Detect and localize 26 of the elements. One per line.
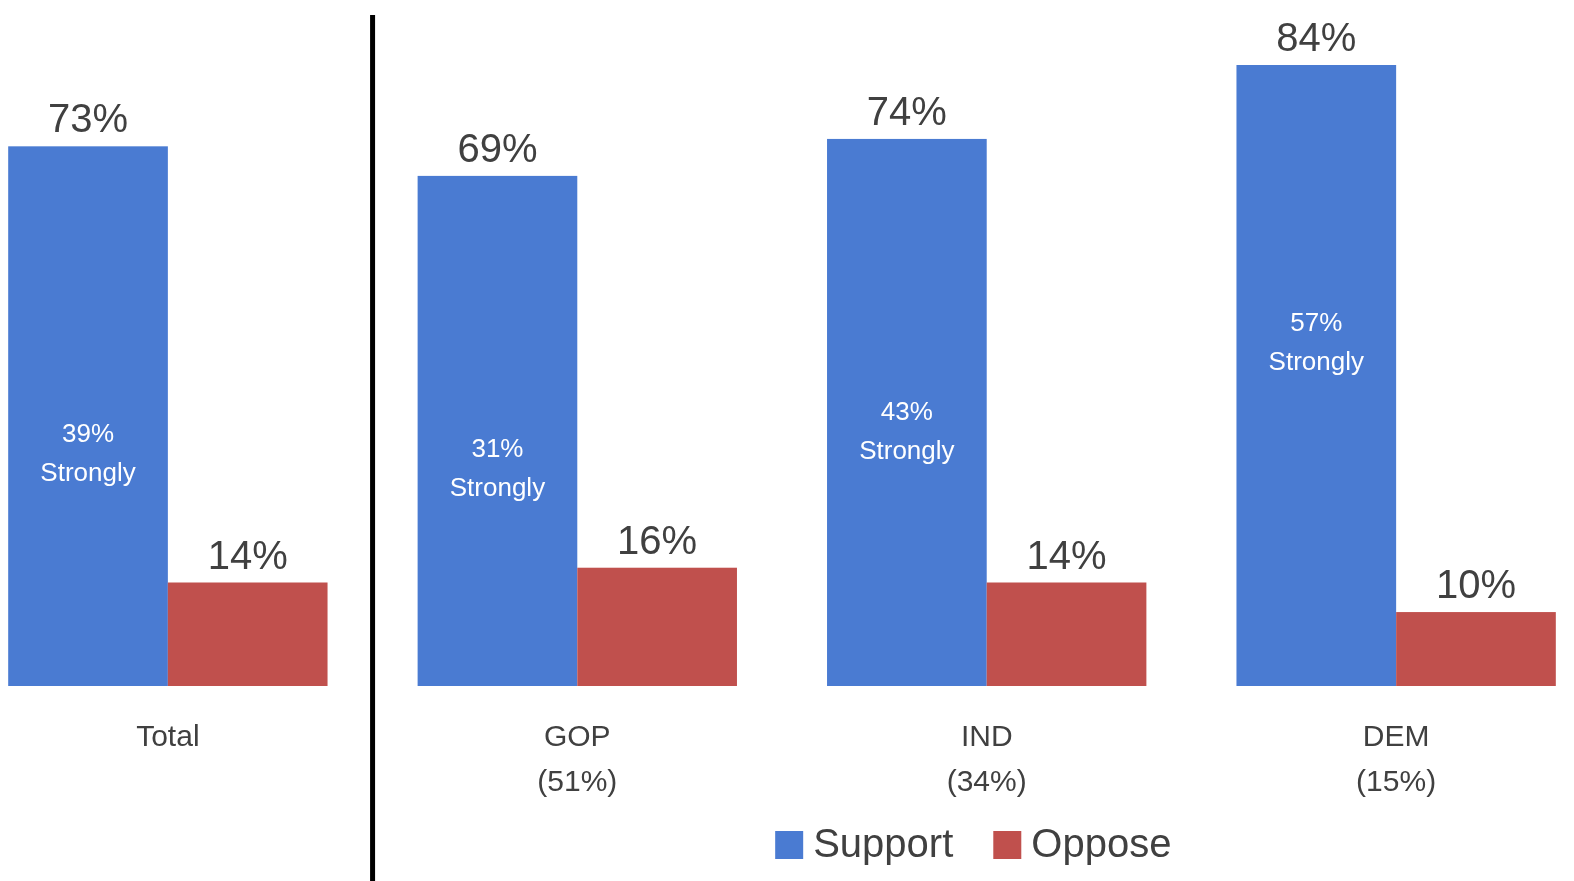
annotation: 39% Strongly <box>40 418 136 488</box>
data-label: 69% <box>457 125 538 170</box>
data-label: 14% <box>1026 532 1107 577</box>
data-label: 74% <box>866 88 947 133</box>
bar <box>827 138 987 686</box>
data-label: 14% <box>207 532 288 577</box>
bar <box>417 175 578 686</box>
x-tick-label: DEM (15%) <box>1356 719 1437 797</box>
legend-label: Support <box>813 821 954 865</box>
legend-label: Oppose <box>1031 821 1172 865</box>
x-tick-label: GOP (51%) <box>537 719 618 797</box>
bar <box>1236 65 1397 686</box>
data-label: 16% <box>617 517 698 562</box>
data-label: 73% <box>47 96 129 141</box>
bar <box>1396 612 1556 686</box>
bar <box>577 567 737 686</box>
data-label: 84% <box>1276 15 1357 59</box>
bar <box>167 582 328 686</box>
annotation: 57% Strongly <box>1268 307 1364 377</box>
annotation: 31% Strongly <box>449 432 546 502</box>
annotation: 43% Strongly <box>859 395 955 465</box>
bar <box>986 582 1147 686</box>
bar <box>8 146 168 686</box>
data-label: 10% <box>1435 562 1517 607</box>
x-tick-label: Total <box>136 719 200 752</box>
x-tick-label: IND (34%) <box>946 719 1027 797</box>
